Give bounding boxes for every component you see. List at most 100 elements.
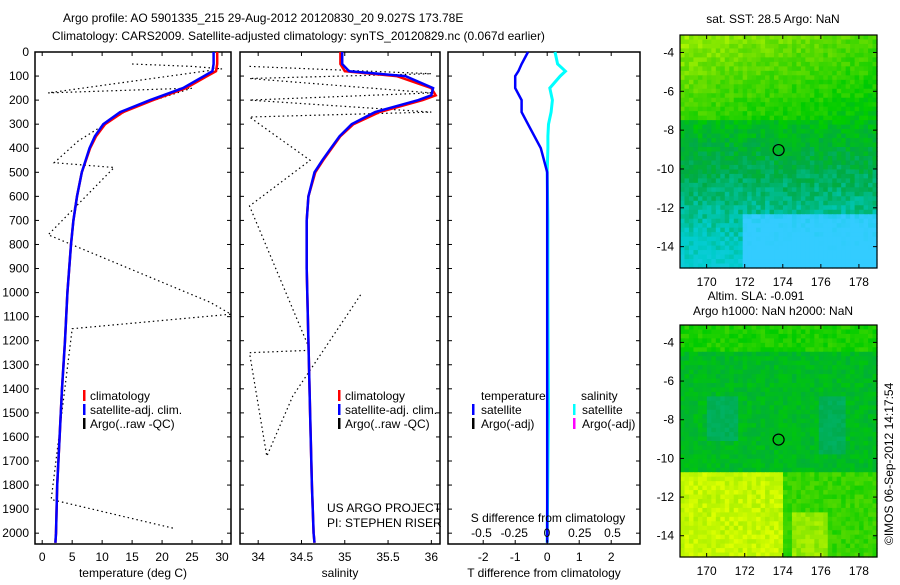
map-cell bbox=[720, 147, 726, 153]
map-cell bbox=[765, 97, 771, 103]
map-cell bbox=[805, 254, 811, 260]
map-cell bbox=[684, 463, 690, 469]
depth-tick-label: 2000 bbox=[2, 526, 29, 540]
map-cell bbox=[782, 356, 789, 362]
map-cell bbox=[863, 476, 869, 482]
map-cell bbox=[850, 120, 856, 126]
map-cell bbox=[863, 374, 869, 380]
map-cell bbox=[836, 503, 842, 509]
map-cell bbox=[809, 129, 815, 135]
map-cell bbox=[769, 325, 775, 331]
map-cell bbox=[747, 236, 753, 242]
map-cell bbox=[832, 387, 838, 393]
map-cell bbox=[859, 356, 865, 362]
map-cell bbox=[702, 160, 708, 166]
map-cell bbox=[711, 250, 717, 256]
map-cell bbox=[809, 445, 815, 451]
map-cell bbox=[841, 503, 847, 509]
lat-tick-label: -14 bbox=[657, 240, 675, 254]
map-cell bbox=[782, 400, 789, 406]
legend-label: satellite bbox=[481, 403, 522, 417]
map-cell bbox=[702, 467, 708, 473]
map-cell bbox=[760, 35, 766, 41]
map-cell bbox=[693, 356, 699, 362]
map-cell bbox=[863, 516, 869, 522]
map-cell bbox=[774, 485, 780, 491]
map-cell bbox=[809, 52, 815, 58]
map-cell bbox=[841, 84, 847, 90]
map-cell bbox=[751, 365, 757, 371]
map-cell bbox=[729, 539, 735, 545]
map-cell bbox=[809, 463, 815, 469]
map-cell bbox=[796, 325, 802, 331]
map-cell bbox=[706, 494, 712, 500]
map-cell bbox=[742, 191, 748, 197]
map-cell bbox=[680, 223, 686, 229]
map-cell bbox=[774, 227, 780, 233]
map-cell bbox=[845, 423, 851, 429]
map-cell bbox=[814, 436, 820, 442]
map-cell bbox=[760, 325, 766, 331]
map-cell bbox=[774, 196, 780, 202]
map-cell bbox=[760, 214, 766, 220]
map-cell bbox=[715, 400, 721, 406]
map-cell bbox=[720, 236, 726, 242]
map-cell bbox=[738, 151, 744, 157]
map-cell bbox=[787, 383, 793, 389]
map-cell bbox=[832, 250, 838, 256]
map-cell bbox=[711, 534, 717, 540]
map-cell bbox=[769, 329, 775, 335]
map-cell bbox=[738, 409, 744, 415]
map-cell bbox=[841, 232, 847, 238]
map-cell bbox=[765, 124, 771, 130]
map-cell bbox=[863, 445, 869, 451]
map-cell bbox=[836, 463, 842, 469]
map-cell bbox=[684, 329, 690, 335]
map-cell bbox=[863, 155, 869, 162]
map-cell bbox=[720, 214, 726, 220]
map-cell bbox=[778, 97, 784, 103]
map-cell bbox=[836, 35, 842, 41]
map-cell bbox=[823, 360, 829, 366]
map-cell bbox=[863, 548, 869, 554]
map-cell bbox=[850, 441, 856, 447]
map-cell bbox=[836, 120, 842, 126]
map-cell bbox=[747, 338, 753, 344]
map-cell bbox=[760, 405, 766, 411]
map-cell bbox=[841, 111, 847, 117]
map-cell bbox=[863, 75, 869, 81]
map-cell bbox=[688, 241, 695, 247]
map-cell bbox=[747, 391, 753, 397]
map-cell bbox=[818, 507, 824, 513]
map-cell bbox=[868, 88, 874, 94]
map-cell bbox=[782, 516, 789, 522]
map-cell bbox=[720, 548, 726, 554]
map-cell bbox=[787, 39, 793, 45]
map-cell bbox=[832, 423, 838, 429]
map-cell bbox=[765, 88, 771, 94]
map-cell bbox=[814, 111, 820, 117]
map-cell bbox=[818, 254, 824, 260]
map-cell bbox=[832, 360, 838, 366]
map-cell bbox=[800, 338, 806, 344]
map-cell bbox=[868, 52, 874, 58]
map-cell bbox=[765, 369, 771, 375]
x-axis-label: salinity bbox=[322, 566, 359, 580]
map-cell bbox=[680, 250, 686, 256]
map-cell bbox=[747, 360, 753, 366]
map-cell bbox=[711, 205, 717, 211]
map-cell bbox=[841, 499, 847, 505]
map-cell bbox=[832, 458, 838, 464]
map-cell bbox=[850, 178, 856, 184]
map-cell bbox=[724, 129, 730, 135]
map-cell bbox=[702, 383, 708, 389]
map-cell bbox=[711, 160, 717, 166]
map-cell bbox=[738, 481, 744, 487]
map-cell bbox=[684, 111, 690, 117]
map-cell bbox=[850, 378, 856, 384]
map-cell bbox=[729, 441, 735, 447]
map-cell bbox=[742, 209, 748, 215]
map-cell bbox=[747, 472, 753, 478]
map-cell bbox=[765, 218, 771, 224]
map-cell bbox=[872, 84, 878, 90]
